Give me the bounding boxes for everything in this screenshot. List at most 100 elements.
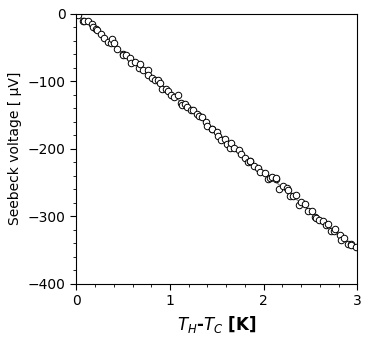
Point (109, 36, 115, 42)
Point (228, 140, 234, 146)
Point (98, 32, 104, 37)
Point (94, 27, 100, 33)
X-axis label: $T_{H}$-$T_{C}$ [K]: $T_{H}$-$T_{C}$ [K] (177, 314, 256, 335)
Point (179, 102, 185, 107)
Point (204, 123, 210, 128)
Point (128, 61, 134, 66)
Point (114, 47, 120, 52)
Point (132, 60, 138, 65)
Point (93, 26, 99, 32)
Point (159, 86, 165, 92)
Point (171, 95, 176, 100)
Point (285, 188, 291, 193)
Point (155, 78, 161, 83)
Point (120, 51, 125, 57)
Point (85, 18, 91, 24)
Point (137, 66, 142, 71)
Point (348, 242, 354, 248)
Point (199, 115, 205, 120)
Point (152, 77, 158, 83)
Point (111, 40, 117, 46)
Point (320, 218, 326, 224)
Point (329, 228, 334, 234)
Point (231, 145, 237, 151)
Point (149, 75, 155, 81)
Point (242, 155, 248, 161)
Point (276, 186, 282, 191)
Point (224, 141, 230, 147)
Point (269, 174, 275, 179)
Point (80, 18, 86, 24)
Point (255, 165, 261, 170)
Point (238, 151, 244, 157)
Point (90, 24, 96, 29)
Point (348, 241, 354, 247)
Point (101, 35, 107, 40)
Point (145, 72, 151, 78)
Point (226, 145, 232, 150)
Point (251, 163, 257, 168)
Point (145, 67, 151, 72)
Point (218, 138, 224, 143)
Point (184, 104, 190, 110)
Point (293, 192, 299, 198)
Point (165, 88, 171, 94)
Point (296, 202, 302, 208)
Point (280, 183, 286, 189)
Point (323, 222, 329, 227)
Point (331, 229, 337, 234)
Point (345, 241, 351, 247)
Point (137, 61, 142, 67)
Point (338, 237, 344, 243)
Point (332, 227, 338, 232)
Point (236, 147, 242, 153)
Point (120, 52, 126, 58)
Point (188, 108, 194, 113)
Point (247, 159, 253, 164)
Point (273, 175, 279, 181)
Point (209, 126, 215, 132)
Point (157, 80, 163, 86)
Point (337, 232, 343, 238)
Point (316, 217, 322, 223)
Point (196, 113, 202, 119)
Point (214, 129, 220, 134)
Point (175, 93, 181, 98)
Point (163, 86, 169, 91)
Point (105, 39, 111, 45)
Point (313, 215, 319, 221)
Point (89, 21, 95, 26)
Point (222, 136, 228, 141)
Point (287, 193, 293, 199)
Point (245, 159, 251, 164)
Point (341, 235, 347, 241)
Point (124, 52, 130, 58)
Point (290, 193, 296, 199)
Point (190, 108, 196, 113)
Point (168, 92, 174, 97)
Point (353, 244, 359, 249)
Point (312, 214, 317, 220)
Point (298, 199, 304, 205)
Point (141, 67, 147, 73)
Point (182, 102, 188, 107)
Point (325, 221, 331, 227)
Point (262, 170, 268, 176)
Point (202, 119, 208, 125)
Point (127, 56, 133, 61)
Point (209, 127, 215, 132)
Point (178, 100, 184, 105)
Y-axis label: Seebeck voltage [ μV]: Seebeck voltage [ μV] (9, 72, 22, 225)
Point (256, 169, 262, 175)
Point (302, 201, 308, 206)
Point (108, 40, 114, 46)
Point (75, 13, 81, 18)
Point (309, 208, 315, 214)
Point (305, 208, 311, 213)
Point (267, 175, 273, 180)
Point (273, 177, 279, 182)
Point (194, 111, 200, 117)
Point (283, 186, 289, 191)
Point (265, 177, 271, 182)
Point (215, 133, 221, 139)
